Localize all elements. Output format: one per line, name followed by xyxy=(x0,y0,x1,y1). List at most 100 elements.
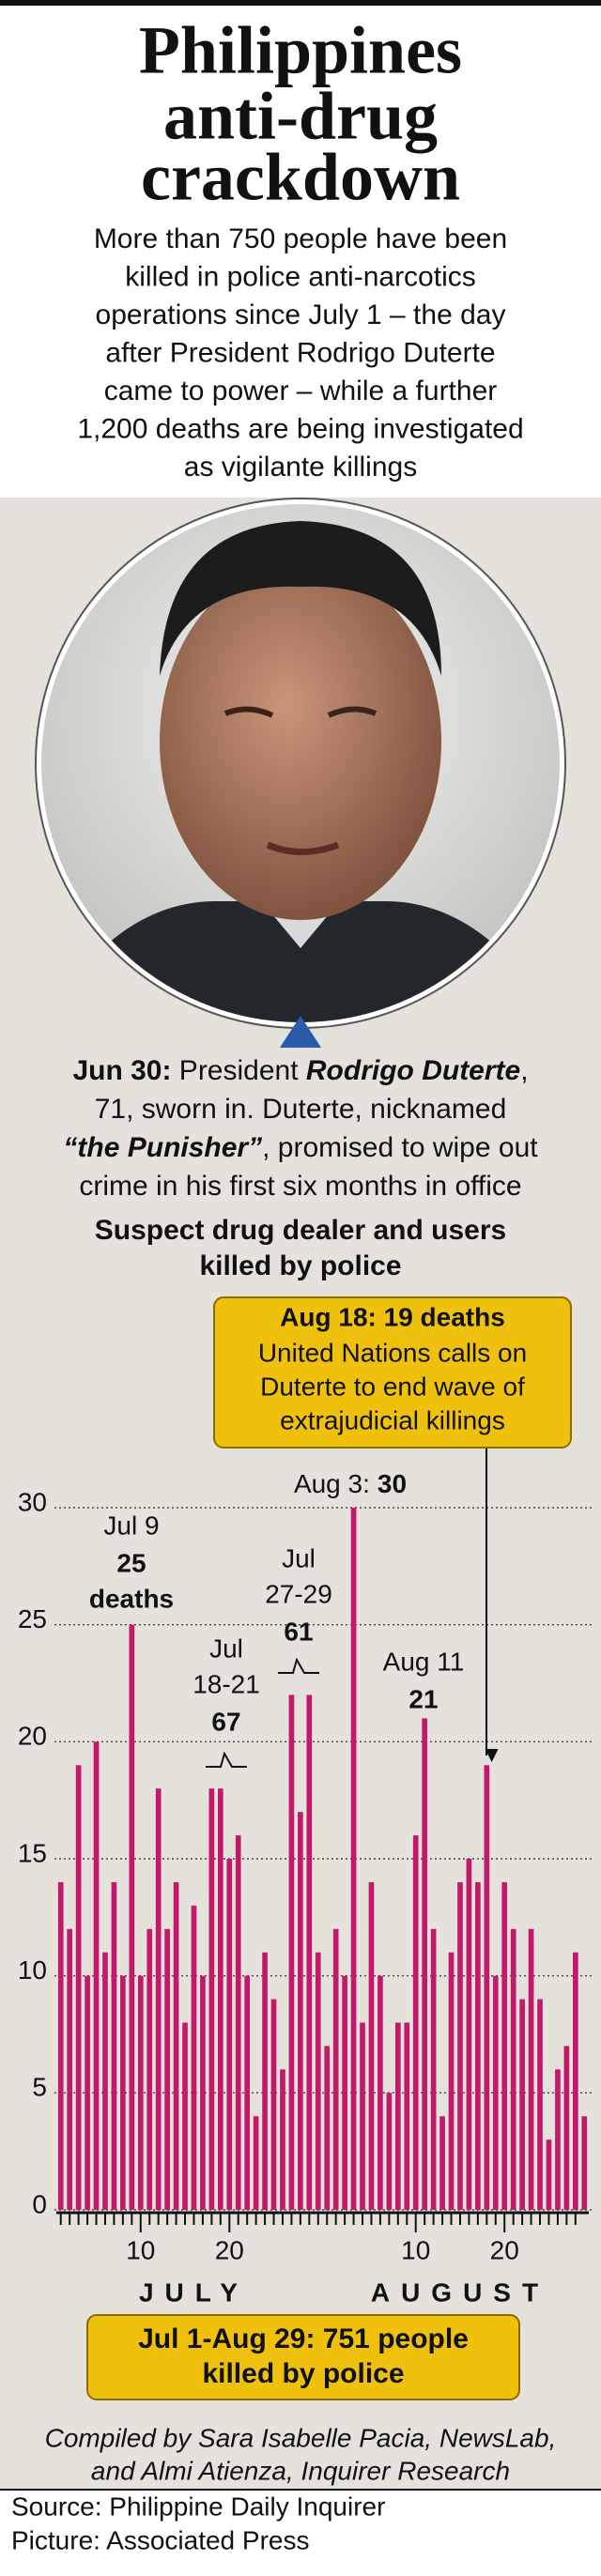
bar xyxy=(262,1952,268,2210)
bar xyxy=(235,1835,241,2210)
bar xyxy=(537,1999,543,2210)
annotation: Aug 3: 30 xyxy=(294,1469,407,1498)
bar xyxy=(120,1975,126,2210)
caption-line: Jun 30: President Rodrigo Duterte, xyxy=(72,1055,528,1086)
annotation: Jul 9 xyxy=(103,1510,159,1540)
title-line: anti-drug xyxy=(163,79,438,154)
bar xyxy=(200,1975,206,2210)
bar xyxy=(563,2046,570,2210)
bar xyxy=(75,1765,82,2210)
bar xyxy=(394,2022,401,2210)
caption-segment: “the Punisher” xyxy=(63,1132,262,1163)
annotation-part: Aug 3: xyxy=(294,1469,370,1498)
y-tick-label: 0 xyxy=(32,2189,47,2218)
bar xyxy=(298,1812,303,2210)
break-symbol xyxy=(206,1751,247,1768)
bar xyxy=(217,1788,223,2210)
month-label: JULY xyxy=(139,2277,249,2307)
annotation: Jul xyxy=(282,1543,316,1572)
bar xyxy=(466,1859,472,2210)
bar xyxy=(288,1694,295,2210)
bar xyxy=(422,1718,428,2210)
bar xyxy=(528,1928,534,2210)
annotation: 18-21 xyxy=(193,1669,260,1698)
bar xyxy=(457,1881,463,2210)
bar xyxy=(280,2069,285,2210)
annotation: 27-29 xyxy=(265,1579,332,1608)
annotation: deaths xyxy=(89,1584,174,1613)
x-tick-label: 10 xyxy=(126,2235,155,2264)
y-tick-label: 15 xyxy=(18,1838,47,1867)
bar xyxy=(306,1694,313,2210)
bar xyxy=(439,2116,445,2210)
x-tick-label: 20 xyxy=(490,2235,519,2264)
caption-segment: President xyxy=(171,1055,305,1086)
bar xyxy=(182,2022,188,2210)
bar xyxy=(57,1881,64,2210)
total-line: Jul 1-Aug 29: 751 people xyxy=(138,2323,469,2354)
bar xyxy=(270,1999,277,2210)
bar xyxy=(155,1788,162,2210)
bar xyxy=(378,1975,383,2210)
x-tick-label: 10 xyxy=(401,2235,430,2264)
intro-line: as vigilante killings xyxy=(184,452,417,483)
x-tick-label: 20 xyxy=(215,2235,244,2264)
footer-line: Picture: Associated Press xyxy=(11,2525,309,2554)
bar xyxy=(404,2022,410,2210)
bar xyxy=(386,2093,393,2210)
caption-segment: crime in his first six months in office xyxy=(79,1171,521,1202)
caption-segment: 71, sworn in. Duterte, nicknamed xyxy=(95,1094,507,1125)
bar xyxy=(137,1975,144,2210)
bar xyxy=(360,2022,365,2210)
caption-line: “the Punisher”, promised to wipe out xyxy=(63,1132,538,1163)
bar xyxy=(368,1881,375,2210)
credit-line: and Almi Atienza, Inquirer Research xyxy=(91,2456,510,2485)
annotation: 61 xyxy=(284,1617,313,1646)
bar xyxy=(412,1835,419,2210)
caption-segment: , xyxy=(520,1055,528,1086)
intro-line: killed in police anti-narcotics xyxy=(125,261,476,292)
bar xyxy=(475,1881,481,2210)
bar xyxy=(519,1999,525,2210)
bar xyxy=(226,1859,233,2210)
bar xyxy=(484,1765,490,2210)
intro-line: More than 750 people have been xyxy=(94,223,507,254)
bar xyxy=(85,1975,90,2210)
intro-line: operations since July 1 – the day xyxy=(96,299,506,330)
month-label: AUGUST xyxy=(371,2277,549,2307)
caption-line: crime in his first six months in office xyxy=(79,1171,521,1202)
annotation: 67 xyxy=(211,1707,240,1736)
bar xyxy=(315,1952,321,2210)
intro-line: came to power – while a further xyxy=(104,376,498,406)
bar xyxy=(581,2116,588,2210)
y-tick-label: 5 xyxy=(32,2073,47,2102)
total-line: killed by police xyxy=(202,2358,404,2389)
bar xyxy=(244,1975,251,2210)
bar xyxy=(164,1928,170,2210)
callout-line: extrajudicial killings xyxy=(280,1405,505,1434)
bar xyxy=(146,1928,153,2210)
footer-line: Source: Philippine Daily Inquirer xyxy=(11,2492,385,2521)
chart-title: Suspect drug dealer and users xyxy=(95,1215,506,1246)
bar xyxy=(501,1881,508,2210)
credit-line: Compiled by Sara Isabelle Pacia, NewsLab… xyxy=(45,2423,557,2452)
bar xyxy=(572,1952,578,2210)
y-tick-label: 30 xyxy=(18,1487,47,1516)
annotation: 25 xyxy=(116,1548,146,1577)
annotation-part: 30 xyxy=(378,1469,407,1498)
intro-line: 1,200 deaths are being investigated xyxy=(77,413,523,444)
title-line: Philippines xyxy=(139,13,462,88)
bar xyxy=(93,1741,100,2210)
bar xyxy=(555,2069,561,2210)
bar xyxy=(208,1788,215,2210)
title-line: crackdown xyxy=(141,140,460,215)
bar xyxy=(67,1928,73,2210)
bar xyxy=(332,1928,339,2210)
y-tick-label: 20 xyxy=(18,1722,47,1751)
callout-box xyxy=(213,1296,572,1449)
callout-line: United Nations calls on xyxy=(258,1338,527,1367)
bar xyxy=(102,1952,108,2210)
bar xyxy=(448,1952,455,2210)
bar xyxy=(492,1975,499,2210)
